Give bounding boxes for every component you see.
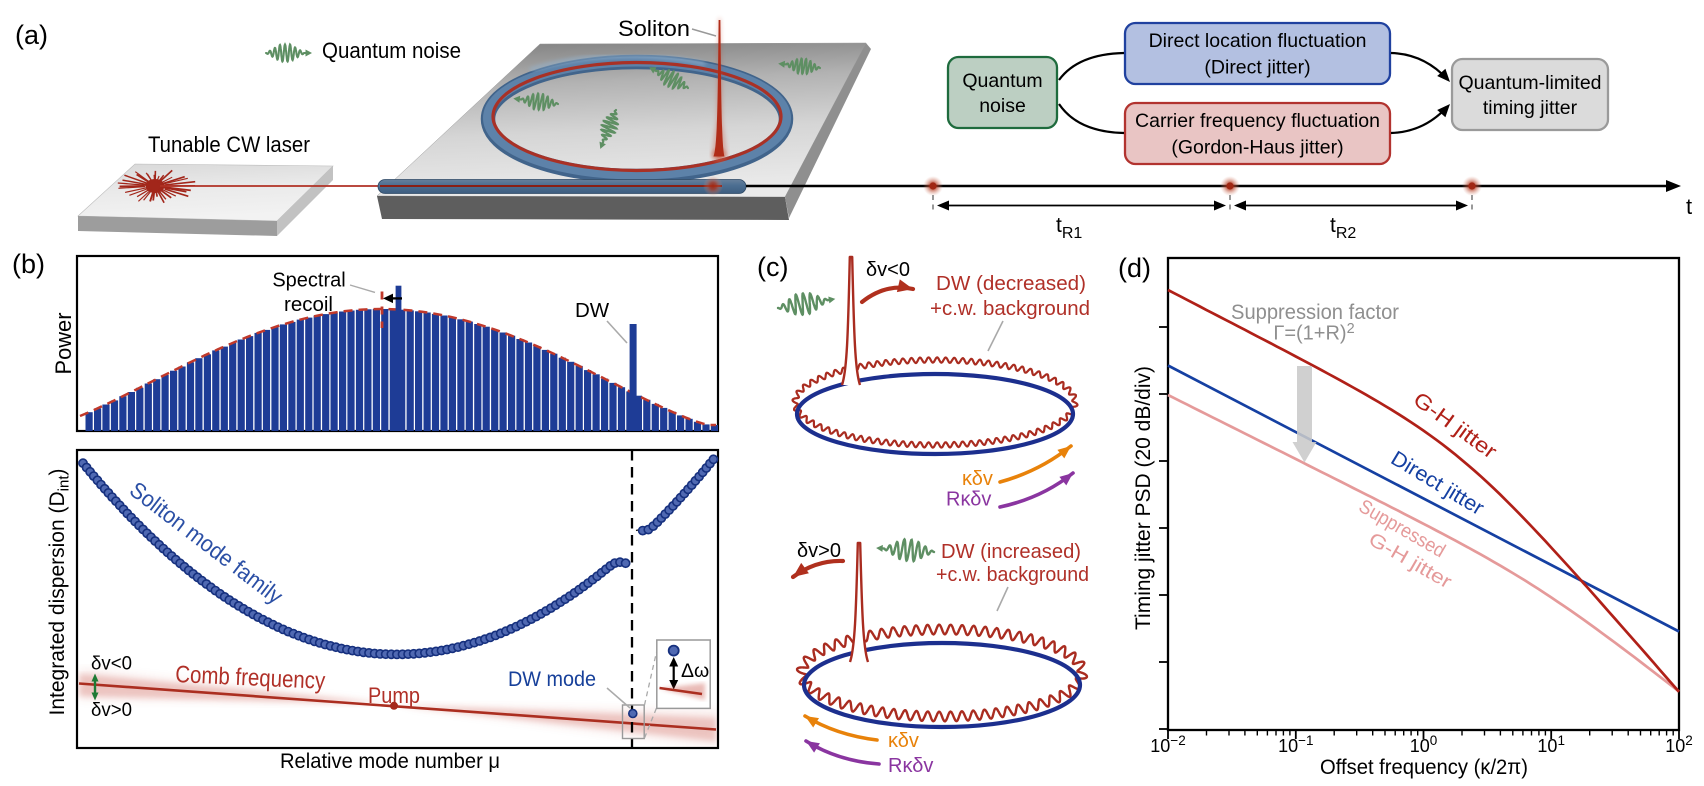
svg-text:(d): (d) bbox=[1118, 253, 1151, 283]
svg-text:Offset frequency (κ/2π): Offset frequency (κ/2π) bbox=[1320, 756, 1528, 779]
svg-text:DW (decreased): DW (decreased) bbox=[936, 272, 1086, 295]
svg-text:δv<0: δv<0 bbox=[866, 259, 910, 281]
svg-text:Quantum-limited: Quantum-limited bbox=[1458, 72, 1601, 94]
svg-text:δv>0: δv>0 bbox=[797, 540, 841, 562]
svg-text:Timing jitter PSD (20 dB/div): Timing jitter PSD (20 dB/div) bbox=[1132, 366, 1155, 630]
svg-text:Soliton: Soliton bbox=[618, 16, 690, 41]
svg-text:Spectral: Spectral bbox=[272, 270, 345, 292]
svg-text:(b): (b) bbox=[12, 249, 45, 279]
svg-text:δv>0: δv>0 bbox=[91, 699, 132, 721]
svg-text:DW: DW bbox=[575, 299, 610, 322]
svg-text:(Gordon-Haus jitter): (Gordon-Haus jitter) bbox=[1171, 137, 1343, 159]
svg-text:+c.w. background: +c.w. background bbox=[930, 297, 1090, 320]
svg-text:DW mode: DW mode bbox=[508, 667, 596, 691]
svg-text:Direct location fluctuation: Direct location fluctuation bbox=[1149, 30, 1367, 52]
svg-text:DW (increased): DW (increased) bbox=[941, 540, 1081, 563]
svg-text:(Direct jitter): (Direct jitter) bbox=[1204, 57, 1310, 79]
svg-text:Rκδv: Rκδv bbox=[946, 489, 991, 511]
svg-text:Relative mode number μ: Relative mode number μ bbox=[280, 749, 500, 773]
svg-text:Rκδv: Rκδv bbox=[888, 755, 933, 777]
svg-text:δv<0: δv<0 bbox=[91, 653, 132, 675]
svg-text:(c): (c) bbox=[757, 252, 788, 282]
svg-text:Suppression factor: Suppression factor bbox=[1231, 301, 1399, 324]
svg-text:Γ=(1+R)2: Γ=(1+R)2 bbox=[1273, 321, 1354, 345]
svg-text:Quantum: Quantum bbox=[962, 70, 1042, 92]
svg-text:Δω: Δω bbox=[681, 660, 709, 682]
svg-text:t: t bbox=[1686, 194, 1692, 219]
svg-text:Carrier frequency fluctuation: Carrier frequency fluctuation bbox=[1135, 110, 1380, 132]
svg-text:(a): (a) bbox=[15, 20, 48, 50]
svg-text:Tunable CW laser: Tunable CW laser bbox=[148, 132, 310, 157]
svg-text:+c.w. background: +c.w. background bbox=[936, 563, 1089, 586]
svg-text:Integrated dispersion (Dint): Integrated dispersion (Dint) bbox=[46, 469, 73, 716]
svg-text:Quantum noise: Quantum noise bbox=[322, 38, 461, 63]
svg-text:recoil: recoil bbox=[284, 293, 333, 316]
svg-text:κδv: κδv bbox=[888, 730, 919, 752]
svg-text:Power: Power bbox=[51, 313, 76, 375]
svg-text:κδv: κδv bbox=[962, 468, 993, 490]
svg-text:timing jitter: timing jitter bbox=[1483, 97, 1578, 119]
svg-text:noise: noise bbox=[979, 95, 1026, 117]
